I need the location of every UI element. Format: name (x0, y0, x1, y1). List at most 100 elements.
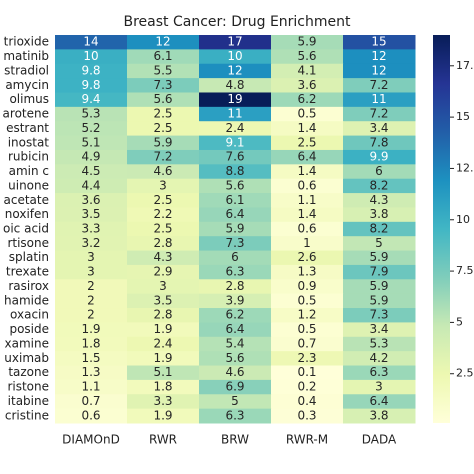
row-label: poside (9, 322, 49, 336)
cell-label: 6.2 (225, 308, 244, 322)
cell-label: 1.2 (297, 308, 316, 322)
cell (271, 78, 344, 93)
cell (343, 308, 416, 323)
cell-label: 5.3 (81, 107, 100, 121)
cell (271, 92, 344, 108)
cell (55, 379, 128, 395)
cell-label: 4.8 (225, 78, 244, 92)
row-label: oxacin (10, 308, 49, 322)
cell (127, 35, 200, 50)
cell (271, 336, 344, 352)
cell (55, 92, 128, 108)
row-label: trexate (6, 265, 49, 279)
row-label: itabine (8, 394, 49, 408)
cell (127, 408, 200, 424)
cell (199, 164, 272, 180)
cell (55, 221, 128, 237)
cell-label: 1.9 (81, 322, 100, 336)
cell-label: 8.8 (225, 164, 244, 178)
cell (127, 178, 200, 194)
cell-label: 4.5 (81, 164, 100, 178)
cell (199, 336, 272, 352)
cell-label: 0.5 (297, 293, 316, 307)
cell-label: 8.2 (369, 178, 388, 192)
cell-label: 5 (375, 236, 383, 250)
cell-label: 3.2 (81, 236, 100, 250)
cell-label: 2.5 (153, 193, 172, 207)
cell (127, 63, 200, 79)
cell (199, 121, 272, 137)
cell-label: 7.2 (153, 150, 172, 164)
cell-label: 5.9 (369, 279, 388, 293)
cell-label: 9.8 (81, 78, 100, 92)
cell (199, 394, 272, 410)
cell-label: 9.9 (369, 150, 388, 164)
cell-label: 5.2 (81, 121, 100, 135)
cell (127, 336, 200, 352)
cell-label: 5.9 (225, 222, 244, 236)
cell (199, 207, 272, 223)
cell (199, 149, 272, 165)
cell-label: 1.1 (81, 380, 100, 394)
cell (271, 250, 344, 266)
cell (343, 236, 416, 252)
cell (127, 365, 200, 381)
cell (55, 279, 128, 295)
cell-label: 3.8 (369, 408, 388, 422)
cell (55, 121, 128, 137)
cell-label: 0.1 (297, 365, 316, 379)
cell-label: 6.4 (225, 207, 244, 221)
cell (127, 379, 200, 395)
cell (271, 279, 344, 295)
cell-label: 7.9 (369, 265, 388, 279)
cell (343, 365, 416, 381)
row-label: rubicin (8, 150, 49, 164)
cell (55, 193, 128, 208)
cell-label: 4.6 (225, 365, 244, 379)
cell (55, 351, 128, 367)
chart-title: Breast Cancer: Drug Enrichment (124, 14, 351, 30)
row-label: amycin (5, 78, 49, 92)
cell-label: 5.1 (81, 135, 100, 149)
cell-label: 9.4 (81, 92, 100, 106)
colorbar (433, 35, 450, 423)
cell (199, 92, 272, 108)
cell-label: 3 (159, 279, 167, 293)
cell (343, 322, 416, 338)
cell (127, 221, 200, 237)
cell (127, 193, 200, 208)
cell (343, 394, 416, 410)
cell-label: 1.1 (297, 193, 316, 207)
cell-label: 1.3 (297, 265, 316, 279)
cell (127, 308, 200, 323)
cell (127, 264, 200, 280)
cell (199, 63, 272, 79)
cell (343, 293, 416, 309)
cell-label: 19 (227, 92, 242, 106)
cell-label: 15 (371, 35, 386, 49)
row-label: oic acid (3, 222, 49, 236)
cell (127, 106, 200, 122)
row-label: rasirox (8, 279, 49, 293)
cell (199, 35, 272, 50)
cell-label: 2.3 (297, 351, 316, 365)
cell-label: 7.3 (153, 78, 172, 92)
cell (127, 207, 200, 223)
cell-label: 0.5 (297, 107, 316, 121)
cell (55, 78, 128, 93)
cell (271, 264, 344, 280)
cell-label: 6.3 (369, 365, 388, 379)
colorbar-tick-label: 7.5 (456, 264, 474, 277)
cell (343, 250, 416, 266)
cell-label: 9.8 (81, 63, 100, 77)
colorbar-tick-label: 17.5 (456, 59, 474, 72)
cell-label: 6.9 (225, 380, 244, 394)
cell (199, 236, 272, 252)
cell-label: 2.9 (153, 265, 172, 279)
row-label: estrant (6, 121, 49, 135)
cell (343, 193, 416, 208)
cell-label: 7.6 (225, 150, 244, 164)
cell-label: 11 (227, 107, 242, 121)
cell (271, 49, 344, 65)
